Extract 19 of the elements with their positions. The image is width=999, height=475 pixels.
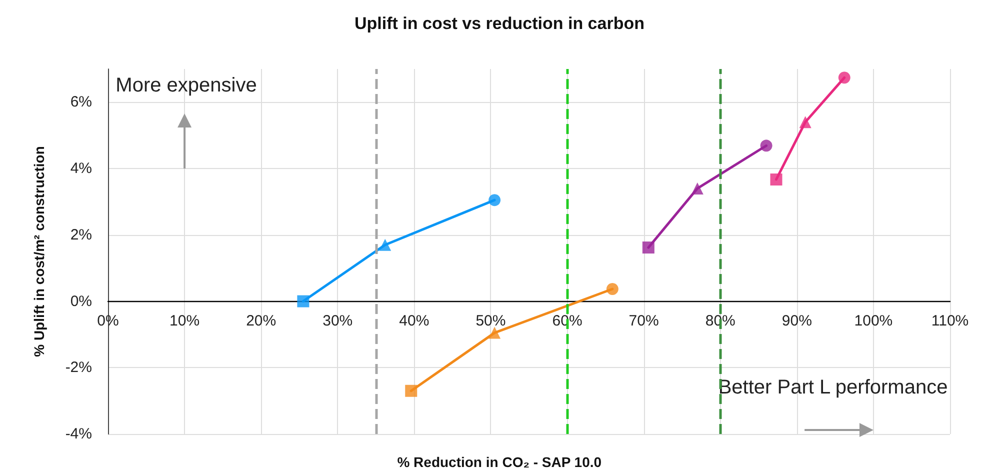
x-tick-label: 110%: [931, 312, 969, 330]
x-tick-label: 50%: [476, 312, 506, 330]
y-tick-label: -4%: [65, 426, 92, 442]
y-tick-label: -2%: [65, 359, 92, 376]
chart-title: Uplift in cost vs reduction in carbon: [354, 14, 644, 33]
x-tick-label: 90%: [782, 312, 812, 330]
y-axis-title: % Uplift in cost/m² construction: [31, 146, 47, 357]
y-tick-label: 0%: [70, 292, 92, 310]
y-tick-label: 6%: [70, 94, 92, 111]
x-tick-label: 30%: [322, 312, 353, 330]
x-tick-label: 70%: [628, 312, 659, 330]
x-axis-title: % Reduction in CO₂ - SAP 10.0: [397, 454, 602, 470]
x-tick-label: 10%: [170, 312, 200, 330]
x-tick-label: 40%: [399, 312, 430, 330]
y-tick-label: 4%: [70, 160, 92, 178]
x-tick-label: 20%: [246, 312, 276, 330]
y-tick-label: 2%: [70, 226, 92, 244]
annotation: More expensive: [116, 74, 257, 97]
x-tick-label: 100%: [854, 312, 893, 330]
